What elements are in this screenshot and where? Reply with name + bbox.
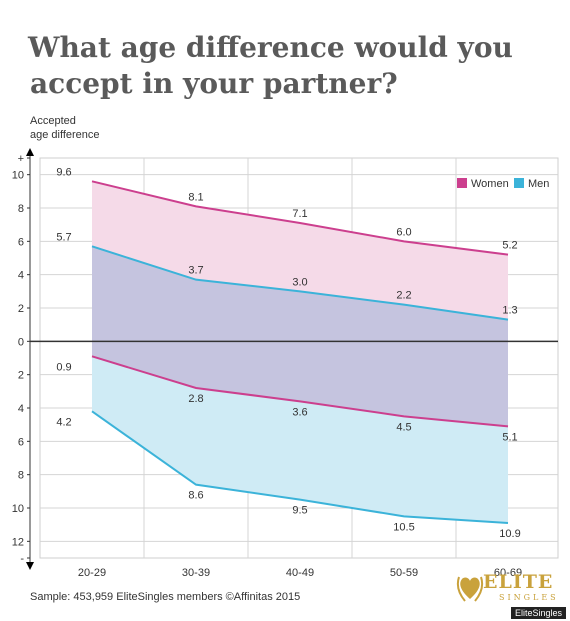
line-women-upper	[91, 180, 509, 256]
data-label-men-lower: 10.5	[393, 521, 414, 533]
line-men-lower	[91, 410, 509, 524]
data-label-men-lower: 10.9	[499, 528, 520, 540]
chart-title: What age difference would you accept in …	[28, 30, 548, 102]
data-label-men-upper: 5.7	[56, 231, 71, 243]
y-tick-label: 2	[18, 370, 24, 382]
title-line-1: What age difference would you	[28, 31, 513, 64]
logo-wordmark: ELITE	[483, 571, 554, 593]
x-tick-label: 20-29	[78, 567, 106, 579]
heart-laurel-icon	[456, 576, 484, 602]
data-label-women-lower: 4.5	[396, 421, 411, 433]
legend-label-women: Women	[471, 178, 509, 190]
data-label-women-lower: 0.9	[56, 361, 71, 373]
data-label-women-upper: 6.0	[396, 226, 411, 238]
data-label-men-upper: 3.0	[292, 276, 307, 288]
line-men-upper	[91, 245, 509, 321]
y-tick-label: 8	[18, 470, 24, 482]
data-label-men-upper: 3.7	[188, 265, 203, 277]
y-tick-label: 4	[18, 403, 24, 415]
line-women-lower	[91, 355, 509, 428]
x-tick-label: 60-69	[494, 567, 522, 579]
data-label-men-lower: 8.6	[188, 490, 203, 502]
legend-swatch-men	[514, 178, 524, 188]
logo-subtitle: SINGLES	[499, 593, 559, 602]
y-tick-label: 8	[18, 203, 24, 215]
y-tick-label: 2	[18, 303, 24, 315]
data-label-men-lower: 9.5	[292, 505, 307, 517]
overlap-band-fill	[92, 246, 508, 427]
title-line-2: accept in your partner?	[30, 67, 398, 100]
y-tick-label: 10	[12, 503, 24, 515]
data-label-women-lower: 5.1	[502, 431, 517, 443]
y-tick-label: 6	[18, 236, 24, 248]
data-label-women-upper: 9.6	[56, 166, 71, 178]
y-tick-label: 4	[18, 270, 24, 282]
y-tick-label: +	[18, 153, 24, 165]
x-tick-label: 50-59	[390, 567, 418, 579]
y-axis-label: Accepted age difference	[30, 114, 100, 142]
y-tick-label: -	[20, 553, 24, 565]
y-tick-label: 12	[12, 536, 24, 548]
footer-note: Sample: 453,959 EliteSingles members ©Af…	[30, 591, 301, 603]
data-label-women-upper: 5.2	[502, 240, 517, 252]
y-axis-label-line-1: Accepted	[30, 115, 76, 127]
data-label-men-lower: 4.2	[56, 416, 71, 428]
data-label-women-upper: 7.1	[292, 208, 307, 220]
data-label-women-upper: 8.1	[188, 191, 203, 203]
y-tick-label: 6	[18, 436, 24, 448]
data-label-women-lower: 2.8	[188, 393, 203, 405]
men-only-band-fill	[92, 356, 508, 523]
y-axis-label-line-2: age difference	[30, 129, 100, 141]
legend-swatch-women	[457, 178, 467, 188]
data-label-women-lower: 3.6	[292, 406, 307, 418]
data-label-men-upper: 2.2	[396, 290, 411, 302]
y-axis-arrow-down	[26, 562, 34, 570]
women-only-band-fill	[92, 181, 508, 320]
elite-singles-logo: ELITE SINGLES	[455, 569, 556, 609]
x-tick-label: 30-39	[182, 567, 210, 579]
data-label-men-upper: 1.3	[502, 305, 517, 317]
legend-label-men: Men	[528, 178, 549, 190]
image-credit: EliteSingles	[510, 607, 566, 619]
x-tick-label: 40-49	[286, 567, 314, 579]
y-axis-arrow-up	[26, 148, 34, 156]
y-tick-label: 10	[12, 170, 24, 182]
y-tick-label: 0	[18, 336, 24, 348]
